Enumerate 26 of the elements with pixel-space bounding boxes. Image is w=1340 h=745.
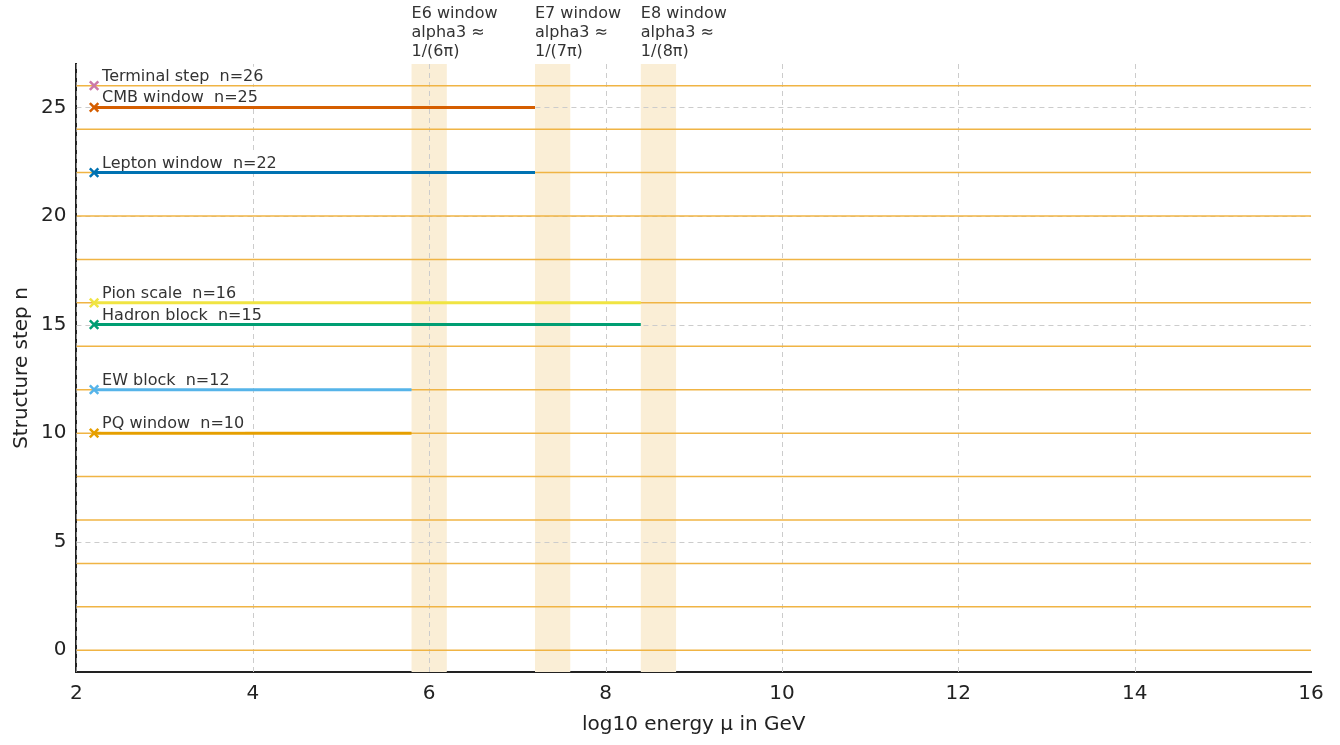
text: Lepton window n=22 bbox=[102, 152, 277, 172]
text: CMB window n=25 bbox=[102, 87, 258, 107]
y-tick-label: 20 bbox=[41, 202, 67, 227]
band-label: E7 window alpha3 ≈ 1/(7π) bbox=[535, 3, 622, 60]
x-tick-label: 4 bbox=[246, 680, 260, 705]
text: EW block n=12 bbox=[102, 369, 230, 389]
x-tick-label: 10 bbox=[769, 680, 795, 705]
y-tick-label: 5 bbox=[53, 527, 67, 552]
band-label: E8 window alpha3 ≈ 1/(8π) bbox=[640, 3, 727, 60]
x-tick-label: 6 bbox=[422, 680, 436, 705]
x-tick-label: 14 bbox=[1121, 680, 1148, 705]
y-tick-label: 15 bbox=[41, 310, 67, 335]
text: Pion scale n=16 bbox=[102, 282, 237, 302]
text: Terminal step n=26 bbox=[102, 65, 264, 85]
x-tick-label: 8 bbox=[599, 680, 612, 705]
x-axis-title: log10 energy μ in GeV bbox=[581, 711, 806, 736]
y-tick-label: 0 bbox=[53, 636, 67, 661]
band-label: E6 window alpha3 ≈ 1/(6π) bbox=[411, 3, 498, 60]
y-tick-label: 25 bbox=[41, 93, 67, 118]
x-tick-label: 12 bbox=[945, 680, 971, 705]
y-tick-label: 10 bbox=[41, 419, 67, 444]
text: PQ window n=10 bbox=[102, 413, 245, 433]
x-tick-label: 2 bbox=[70, 680, 83, 705]
y-axis-title: Structure step n bbox=[8, 287, 33, 449]
x-tick-label: 16 bbox=[1298, 680, 1324, 705]
text: Hadron block n=15 bbox=[102, 304, 262, 324]
